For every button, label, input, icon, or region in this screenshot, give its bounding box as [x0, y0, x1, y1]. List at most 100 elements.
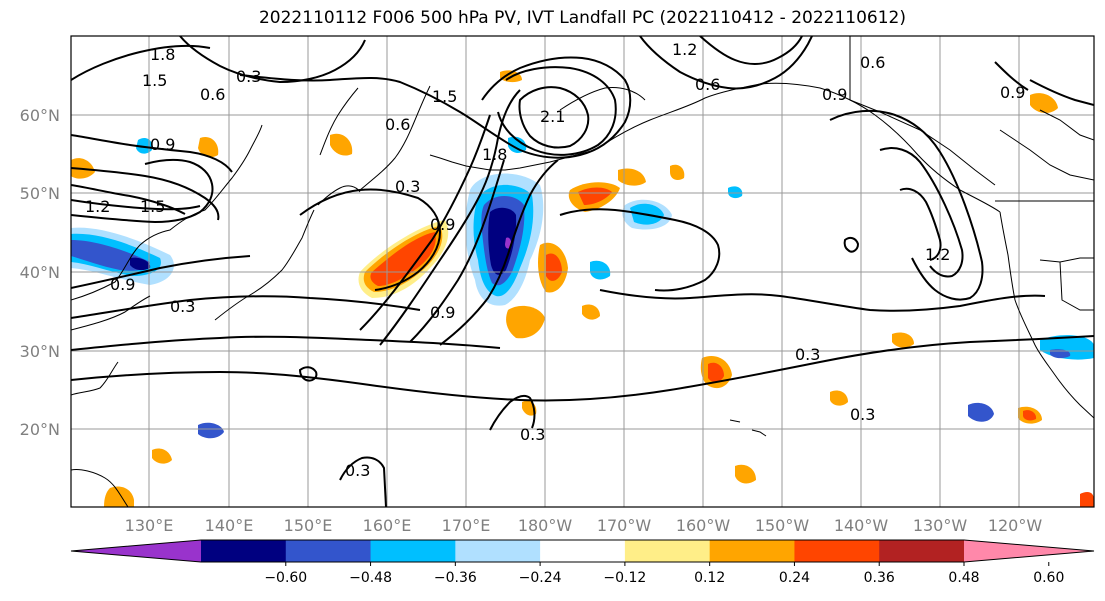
colorbar-extension-low	[71, 540, 201, 562]
colorbar-tick-label: −0.60	[264, 570, 307, 586]
contour-label: 1.5	[142, 71, 167, 90]
colorbar-tick-label: −0.24	[519, 570, 562, 586]
pos-anomaly-9b	[1023, 410, 1037, 421]
lat-label: 40°N	[20, 263, 60, 282]
lat-label: 60°N	[20, 106, 60, 125]
colorbar-segment	[794, 540, 880, 562]
contour-label: 1.5	[140, 197, 165, 216]
pos-anomaly-19	[1080, 492, 1094, 507]
contour-label: 1.8	[150, 45, 175, 64]
contour-label: 1.8	[482, 145, 507, 164]
graticule	[71, 36, 1094, 507]
pos-anomaly-6	[618, 168, 646, 186]
contour-label: 0.9	[430, 215, 455, 234]
neg-anomaly-small-6	[508, 136, 527, 153]
lon-label: 140°E	[205, 516, 254, 535]
colorbar-tick-label: 0.12	[694, 570, 725, 586]
lon-label: 180°W	[518, 516, 573, 535]
contour-label: 0.3	[236, 67, 261, 86]
contour-label: 0.3	[170, 297, 195, 316]
lon-label: 130°W	[913, 516, 968, 535]
lon-label: 140°W	[834, 516, 889, 535]
map-frame	[70, 35, 1095, 508]
neg-anomaly-west-4	[130, 257, 151, 271]
contour-label: 0.3	[345, 461, 370, 480]
lon-label: 120°W	[988, 516, 1043, 535]
contour-label: 1.2	[85, 197, 110, 216]
pos-anomaly-16	[582, 304, 600, 320]
colorbar-segment	[285, 540, 372, 562]
pos-anomaly-4	[506, 305, 545, 339]
contour-label: 0.6	[695, 75, 720, 94]
contour-label: 0.9	[110, 275, 135, 294]
pos-anomaly-7	[330, 133, 353, 156]
colorbar-segment	[624, 540, 711, 562]
pv-contours	[71, 36, 1094, 507]
colorbar-tick-label: −0.48	[349, 570, 392, 586]
colorbar-outline	[70, 539, 1095, 563]
colorbar-tick-label: 0.48	[948, 570, 979, 586]
contour-label: 2.1	[540, 107, 565, 126]
neg-anomaly-central-4	[488, 207, 517, 275]
contour-label: 0.9	[430, 303, 455, 322]
pos-anomaly-2b	[546, 253, 562, 281]
lon-label: 130°E	[125, 516, 174, 535]
colorbar: −0.60 −0.48 −0.36 −0.24 −0.12 0.12 0.24 0.36 0.4…	[70, 539, 1095, 586]
colorbar-segment	[540, 540, 626, 562]
lat-label: 30°N	[20, 342, 60, 361]
pos-anomaly-18	[104, 486, 134, 507]
pos-anomaly-17	[830, 390, 848, 406]
contour-label: 0.3	[395, 177, 420, 196]
contour-label: 0.9	[1000, 83, 1025, 102]
colorbar-tick-label: 0.60	[1033, 570, 1064, 586]
colorbar-tick-label: −0.36	[434, 570, 477, 586]
colorbar-extension-high	[964, 540, 1094, 562]
neg-anomaly-small-3	[590, 260, 611, 280]
contour-label: 0.9	[150, 135, 175, 154]
contour-label: 0.9	[822, 85, 847, 104]
pos-anomaly-20	[670, 164, 685, 180]
pos-anomaly-8	[198, 136, 219, 158]
lat-label: 20°N	[20, 420, 60, 439]
contour-label: 0.3	[795, 345, 820, 364]
pos-anomaly-10	[1030, 93, 1058, 114]
neg-anomaly-small-7	[728, 186, 743, 199]
contour-label: 0.6	[860, 53, 885, 72]
contour-label: 1.2	[925, 245, 950, 264]
colorbar-segment	[370, 540, 456, 562]
colorbar-segment	[455, 540, 541, 562]
lon-label: 160°W	[676, 516, 731, 535]
contour-label: 1.5	[432, 87, 457, 106]
contour-label: 0.6	[385, 115, 410, 134]
lon-label: 160°E	[363, 516, 412, 535]
colorbar-segment	[201, 540, 287, 562]
pos-anomaly-13	[892, 332, 914, 348]
pos-anomaly-5b	[708, 362, 724, 383]
colorbar-tick-label: 0.36	[864, 570, 895, 586]
contour-label: 0.6	[200, 85, 225, 104]
contour-label: 0.3	[850, 405, 875, 424]
map-title: 2022110112 F006 500 hPa PV, IVT Landfall…	[258, 8, 906, 28]
colorbar-segment	[709, 540, 795, 562]
neg-anomaly-central-5	[505, 237, 512, 249]
pos-anomaly-12	[735, 464, 756, 484]
lon-label: 150°E	[284, 516, 333, 535]
pos-anomaly-15	[152, 448, 172, 464]
lon-label: 170°W	[597, 516, 652, 535]
neg-anomaly-small-4	[968, 402, 994, 422]
longitude-labels: 130°E 140°E 150°E 160°E 170°E 180°W 170°…	[125, 516, 1043, 535]
neg-anomaly-small-2	[198, 422, 224, 439]
contour-labels: 1.8 1.5 0.3 0.6 0.9 1.2 1.5 0.6 0.9 0.9 …	[85, 40, 1025, 480]
pos-anomaly-3b	[578, 187, 612, 205]
contour-label: 1.2	[672, 40, 697, 59]
contour-label: 0.3	[520, 425, 545, 444]
colorbar-segment	[879, 540, 965, 562]
lon-label: 150°W	[755, 516, 810, 535]
colorbar-tick-label: 0.24	[779, 570, 810, 586]
lon-label: 170°E	[442, 516, 491, 535]
neg-anomaly-small-1	[136, 138, 153, 154]
colorbar-tick-label: −0.12	[603, 570, 646, 586]
lat-label: 50°N	[20, 184, 60, 203]
latitude-labels: 60°N 50°N 40°N 30°N 20°N	[20, 106, 60, 439]
